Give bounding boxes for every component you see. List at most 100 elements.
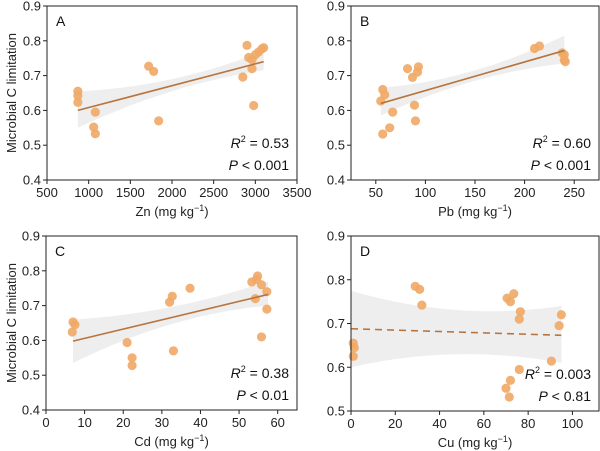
y-tick-label: 0.9 (327, 229, 345, 244)
x-tick-label: 20 (388, 416, 402, 431)
panel-c: 0.4 0.5 0.6 0.7 0.8 0.9 0 10 20 30 40 50 60 Cd (mg kg… (4, 229, 298, 449)
x-tick-label: 20 (116, 415, 130, 430)
y-tick-label: 0.6 (22, 333, 40, 348)
data-point (256, 332, 267, 342)
r-symbol: R (525, 366, 535, 382)
p-value: P < 0.81 (538, 388, 591, 404)
p-symbol: P (236, 387, 246, 403)
r-squared-sup: 2 (241, 134, 246, 144)
data-point (167, 291, 177, 301)
data-point (149, 66, 159, 77)
p-value-text: < 0.81 (548, 388, 591, 404)
p-value-text: < 0.001 (238, 157, 289, 173)
data-point (238, 72, 248, 82)
data-point (127, 353, 137, 363)
data-point (349, 342, 359, 353)
r-squared-value: = 0.53 (246, 135, 289, 151)
r-squared: R2 = 0.003 (525, 365, 591, 382)
x-tick-label: 3000 (241, 185, 270, 200)
r-symbol: R (231, 365, 241, 381)
panel-d: 0.5 0.6 0.7 0.8 0.9 0 20 40 60 80 100 Cu (mg kg−1) D… (327, 229, 600, 450)
x-tick-label: 200 (514, 185, 536, 200)
r-squared-value: = 0.003 (540, 366, 591, 382)
x-tick-label: 50 (232, 415, 246, 430)
data-point (185, 283, 195, 293)
y-tick-label: 0.6 (327, 103, 345, 118)
data-point (505, 375, 516, 385)
x-axis-label: Cd (mg kg−1) (134, 433, 209, 449)
data-point (388, 107, 398, 117)
x-axis-label-sup: −1 (194, 433, 204, 443)
panel-letter: D (360, 243, 370, 259)
x-tick-label: 0 (42, 415, 49, 430)
data-point (247, 54, 257, 65)
data-point (515, 307, 525, 317)
x-tick-label: 40 (432, 416, 446, 431)
data-point (70, 320, 80, 330)
y-tick-label: 0.6 (327, 360, 345, 375)
x-tick-label: 60 (477, 416, 491, 431)
panel-b: 0.4 0.5 0.6 0.7 0.8 0.9 50 100 150 200 250 Pb (mg k… (327, 0, 600, 219)
data-point (348, 351, 358, 361)
confidence-band (351, 290, 562, 368)
y-tick-label: 0.8 (23, 33, 41, 48)
data-point (514, 364, 524, 375)
x-axis-label-close: ) (204, 204, 208, 219)
data-point (73, 91, 83, 101)
data-point (378, 129, 388, 139)
data-point (380, 90, 390, 100)
y-tick-label: 0.4 (22, 403, 40, 418)
r-squared-value: = 0.38 (246, 365, 289, 381)
x-axis-label: Cu (mg kg−1) (438, 434, 513, 450)
y-tick-label: 0.5 (327, 138, 345, 153)
x-tick-label: 0 (347, 416, 354, 431)
data-point (417, 300, 427, 310)
r-squared: R2 = 0.60 (533, 134, 592, 151)
regression-line (77, 60, 264, 112)
data-point (501, 383, 511, 393)
confidence-band (77, 51, 264, 128)
y-axis-label: Microbial C limitation (4, 263, 19, 383)
y-tick-label: 0.5 (327, 404, 345, 419)
x-tick-label: 30 (155, 415, 169, 430)
y-tick-label: 0.4 (327, 173, 345, 188)
x-axis-label-close: ) (204, 434, 208, 449)
x-axis-label-text: Cu (mg kg (438, 435, 498, 450)
x-axis-label-text: Zn (mg kg (135, 204, 194, 219)
x-axis-label-sup: −1 (194, 203, 204, 213)
confidence-band (73, 281, 268, 363)
y-tick-label: 0.5 (23, 138, 41, 153)
confidence-band (380, 35, 565, 116)
regression-line (72, 293, 269, 342)
data-point (242, 40, 252, 50)
data-point (554, 321, 564, 331)
panel-letter: B (360, 13, 369, 29)
x-tick-label: 250 (563, 185, 585, 200)
x-tick-label: 3500 (283, 185, 312, 200)
y-tick-label: 0.5 (22, 368, 40, 383)
x-axis-label-close: ) (508, 435, 512, 450)
data-point (253, 271, 263, 281)
data-point (556, 310, 566, 320)
r-squared: R2 = 0.53 (231, 134, 290, 151)
p-value: P < 0.001 (531, 157, 592, 173)
y-tick-label: 0.4 (23, 173, 41, 188)
plot-frame (45, 235, 298, 411)
x-axis-label: Pb (mg kg−1) (438, 203, 512, 219)
data-point (168, 346, 179, 356)
data-point (560, 57, 570, 67)
data-point (249, 100, 259, 111)
y-tick-label: 0.7 (327, 68, 345, 83)
data-point (546, 356, 556, 366)
x-tick-label: 40 (193, 415, 207, 430)
y-tick-label: 0.8 (327, 272, 345, 287)
data-point (90, 107, 100, 117)
data-point (73, 97, 83, 107)
x-tick-label: 80 (521, 416, 535, 431)
r-squared-sup: 2 (543, 134, 548, 144)
regression-line (380, 49, 565, 105)
r-squared-value: = 0.60 (548, 135, 591, 151)
data-point (413, 62, 424, 72)
r-squared: R2 = 0.38 (231, 364, 290, 381)
